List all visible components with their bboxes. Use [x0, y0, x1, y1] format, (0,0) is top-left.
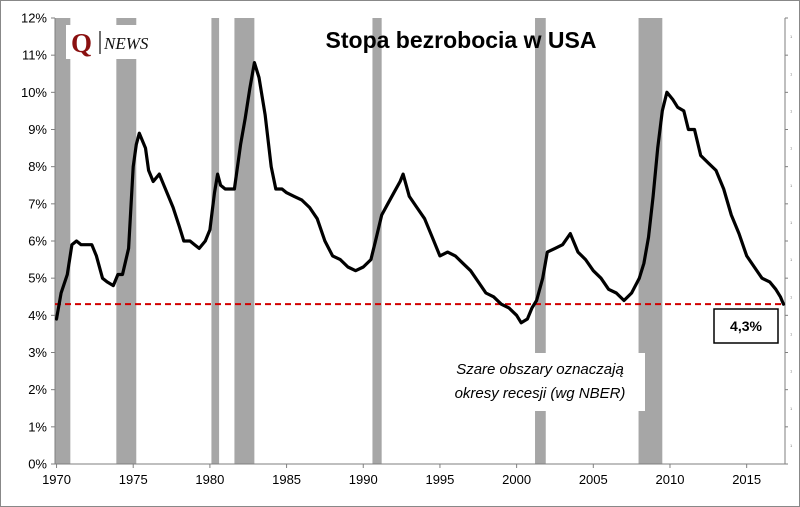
y-tick-label: 10%	[21, 85, 47, 100]
chart-title: Stopa bezrobocia w USA	[326, 27, 597, 53]
annotation-background	[435, 353, 645, 411]
y-tick-label: 2%	[28, 382, 47, 397]
callout-box	[713, 308, 779, 344]
right-axis-minor-label: 1	[790, 331, 793, 336]
logo-q: Q	[71, 28, 92, 58]
axes: 0% 1% 2% 3% 4% 5% 6% 7% 8% 9% 10% 11% 12% 1 1 1 1 1 1 1 1 1 1 1…	[21, 11, 793, 488]
x-tick-label: 2010	[656, 472, 685, 487]
logo-background	[66, 25, 170, 59]
right-axis-minor-label: 1	[790, 406, 793, 411]
recession-band	[55, 18, 71, 464]
right-axis-minor-label: 1	[790, 146, 793, 151]
y-tick-label: 6%	[28, 234, 47, 249]
recession-band	[234, 18, 255, 464]
y-tick-label: 5%	[28, 271, 47, 286]
y-tick-label: 12%	[21, 11, 47, 26]
right-axis-minor-label: 1	[790, 183, 793, 188]
x-tick-label: 1970	[42, 472, 71, 487]
recession-band	[211, 18, 220, 464]
right-axis-minor-label: 1	[790, 294, 793, 299]
y-tick-label: 3%	[28, 345, 47, 360]
y-tick-label: 8%	[28, 159, 47, 174]
x-tick-label: 1975	[119, 472, 148, 487]
right-axis-minor-label: 1	[790, 220, 793, 225]
value-callout: 4,3%	[713, 308, 779, 344]
right-axis-minor-label: 1	[790, 108, 793, 113]
y-tick-label: 9%	[28, 122, 47, 137]
x-tick-label: 1995	[425, 472, 454, 487]
x-tick-label: 1980	[195, 472, 224, 487]
series-layer	[54, 61, 786, 325]
recession-band	[638, 18, 663, 464]
right-axis-minor-label: 1	[790, 34, 793, 39]
logo-news: NEWS	[103, 34, 149, 53]
annotation-box: Szare obszary oznaczają okresy recesji (w…	[435, 353, 645, 411]
annotation-line-2: okresy recesji (wg NBER)	[455, 385, 626, 402]
x-tick-label: 1990	[349, 472, 378, 487]
x-tick-label: 1985	[272, 472, 301, 487]
recession-band	[535, 18, 546, 464]
right-axis-minor-label: 1	[790, 71, 793, 76]
annotation-line-1: Szare obszary oznaczają	[456, 361, 624, 378]
right-axis-minor-label: 1	[790, 443, 793, 448]
unemployment-series-line	[54, 61, 786, 325]
right-axis-minor-label: 1	[790, 257, 793, 262]
y-tick-label: 1%	[28, 419, 47, 434]
y-tick-label: 11%	[22, 48, 47, 63]
logo: Q NEWS	[66, 25, 170, 59]
x-tick-label: 2015	[732, 472, 761, 487]
annotation-text: Szare obszary oznaczają okresy recesji (w…	[455, 361, 626, 402]
y-tick-label: 4%	[28, 308, 47, 323]
y-tick-label: 0%	[28, 457, 47, 472]
x-tick-label: 2005	[579, 472, 608, 487]
callout-label: 4,3%	[730, 318, 762, 334]
y-tick-label: 7%	[28, 196, 47, 211]
recession-band	[116, 18, 137, 464]
right-axis-minor-label: 1	[790, 369, 793, 374]
x-tick-label: 2000	[502, 472, 531, 487]
